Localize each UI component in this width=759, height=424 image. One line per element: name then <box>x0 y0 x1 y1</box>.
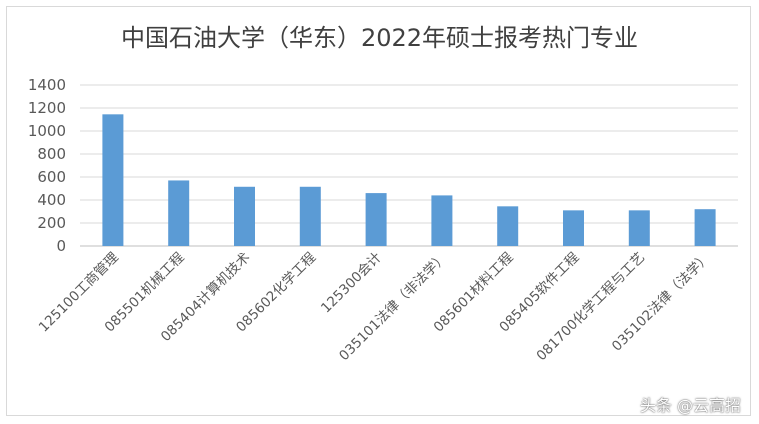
y-tick-label: 200 <box>37 214 66 232</box>
y-tick-label: 1400 <box>28 76 66 94</box>
category-label: 081700化学工程与工艺 <box>534 250 649 365</box>
bar <box>628 210 650 246</box>
y-tick-label: 800 <box>37 145 66 163</box>
bar <box>234 186 255 246</box>
bar <box>431 195 453 246</box>
bar <box>168 180 190 246</box>
bar <box>365 193 387 246</box>
bar <box>102 114 124 246</box>
y-tick-label: 400 <box>37 191 66 209</box>
y-tick-label: 600 <box>37 168 66 186</box>
bar <box>563 210 584 246</box>
category-label: 035101法律（非法学） <box>336 250 451 365</box>
chart-title: 中国石油大学（华东）2022年硕士报考热门专业 <box>120 24 639 52</box>
y-tick-label: 0 <box>56 237 66 255</box>
category-label: 125300会计 <box>318 250 385 317</box>
chart-frame <box>6 6 751 416</box>
y-tick-label: 1200 <box>28 99 66 117</box>
watermark: 头条 @云高招 <box>639 396 741 415</box>
y-tick-label: 1000 <box>28 122 66 140</box>
bar <box>497 206 519 246</box>
bar <box>299 186 321 246</box>
bar <box>694 209 716 246</box>
